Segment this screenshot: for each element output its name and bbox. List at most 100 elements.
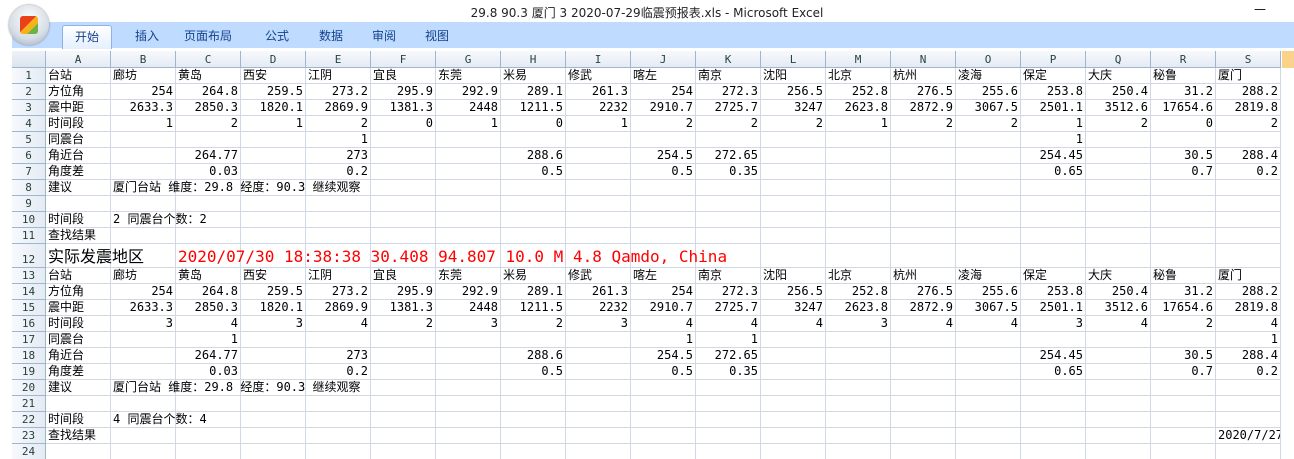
cell-E18[interactable]: 273 — [306, 348, 371, 364]
cell-N11[interactable] — [891, 228, 956, 244]
cell-R1[interactable]: 秘鲁 — [1151, 68, 1216, 84]
cell-N24[interactable] — [891, 444, 956, 459]
cell-J10[interactable] — [631, 212, 696, 228]
cell-S1[interactable]: 厦门 — [1216, 68, 1281, 84]
cell-K16[interactable]: 4 — [696, 316, 761, 332]
cell-D23[interactable] — [241, 428, 306, 444]
cell-K8[interactable] — [696, 180, 761, 196]
cell-J1[interactable]: 喀左 — [631, 68, 696, 84]
cell-F5[interactable] — [371, 132, 436, 148]
cell-A2[interactable]: 方位角 — [46, 84, 111, 100]
cell-O13[interactable]: 凌海 — [956, 268, 1021, 284]
cell-H23[interactable] — [501, 428, 566, 444]
row-header-16[interactable]: 16 — [12, 316, 46, 332]
cell-I24[interactable] — [566, 444, 631, 459]
cell-N3[interactable]: 2872.9 — [891, 100, 956, 116]
cell-G24[interactable] — [436, 444, 501, 459]
cell-R13[interactable]: 秘鲁 — [1151, 268, 1216, 284]
cell-F16[interactable]: 2 — [371, 316, 436, 332]
cell-K4[interactable]: 2 — [696, 116, 761, 132]
cell-P22[interactable] — [1021, 412, 1086, 428]
cell-L2[interactable]: 256.5 — [761, 84, 826, 100]
cell-C21[interactable] — [176, 396, 241, 412]
cell-O11[interactable] — [956, 228, 1021, 244]
cell-B5[interactable] — [111, 132, 176, 148]
cell-P12[interactable] — [1021, 244, 1086, 268]
cell-L6[interactable] — [761, 148, 826, 164]
cell-G7[interactable] — [436, 164, 501, 180]
cell-B15[interactable]: 2633.3 — [111, 300, 176, 316]
cell-C4[interactable]: 2 — [176, 116, 241, 132]
cell-K15[interactable]: 2725.7 — [696, 300, 761, 316]
tab-2[interactable]: 页面布局 — [184, 29, 233, 43]
cell-P21[interactable] — [1021, 396, 1086, 412]
tab-5[interactable]: 审阅 — [372, 29, 397, 43]
cell-P2[interactable]: 253.8 — [1021, 84, 1086, 100]
cell-P6[interactable]: 254.45 — [1021, 148, 1086, 164]
cell-O5[interactable] — [956, 132, 1021, 148]
cell-K10[interactable] — [696, 212, 761, 228]
cell-N12[interactable] — [891, 244, 956, 268]
cell-S16[interactable]: 4 — [1216, 316, 1281, 332]
cell-P24[interactable] — [1021, 444, 1086, 459]
cell-B19[interactable] — [111, 364, 176, 380]
cell-N17[interactable] — [891, 332, 956, 348]
cell-E19[interactable]: 0.2 — [306, 364, 371, 380]
cell-G6[interactable] — [436, 148, 501, 164]
cell-J14[interactable]: 254 — [631, 284, 696, 300]
cell-O7[interactable] — [956, 164, 1021, 180]
cell-B12[interactable] — [111, 244, 176, 268]
cell-N15[interactable]: 2872.9 — [891, 300, 956, 316]
cell-J17[interactable]: 1 — [631, 332, 696, 348]
cell-K2[interactable]: 272.3 — [696, 84, 761, 100]
cell-I13[interactable]: 修武 — [566, 268, 631, 284]
row-header-6[interactable]: 6 — [12, 148, 46, 164]
row-header-3[interactable]: 3 — [12, 100, 46, 116]
cell-B13[interactable]: 廊坊 — [111, 268, 176, 284]
cell-M13[interactable]: 北京 — [826, 268, 891, 284]
cell-G10[interactable] — [436, 212, 501, 228]
cell-E10[interactable] — [306, 212, 371, 228]
cell-K6[interactable]: 272.65 — [696, 148, 761, 164]
tab-4[interactable]: 数据 — [319, 29, 344, 43]
column-header-H[interactable]: H — [501, 51, 566, 68]
cell-P15[interactable]: 2501.1 — [1021, 300, 1086, 316]
cell-F22[interactable] — [371, 412, 436, 428]
cell-I8[interactable] — [566, 180, 631, 196]
cell-I15[interactable]: 2232 — [566, 300, 631, 316]
cell-C1[interactable]: 黄岛 — [176, 68, 241, 84]
cell-R7[interactable]: 0.7 — [1151, 164, 1216, 180]
cell-A16[interactable]: 时间段 — [46, 316, 111, 332]
tab-3[interactable]: 公式 — [265, 29, 290, 43]
cell-N8[interactable] — [891, 180, 956, 196]
cell-M5[interactable] — [826, 132, 891, 148]
cell-F10[interactable] — [371, 212, 436, 228]
cell-Q18[interactable] — [1086, 348, 1151, 364]
cell-D12[interactable] — [241, 244, 306, 268]
cell-K13[interactable]: 南京 — [696, 268, 761, 284]
cell-Q7[interactable] — [1086, 164, 1151, 180]
tab-0[interactable]: 开始 — [62, 25, 113, 49]
cell-E9[interactable] — [306, 196, 371, 212]
cell-N22[interactable] — [891, 412, 956, 428]
cell-I4[interactable]: 1 — [566, 116, 631, 132]
cell-C16[interactable]: 4 — [176, 316, 241, 332]
cell-S10[interactable] — [1216, 212, 1281, 228]
cell-P1[interactable]: 保定 — [1021, 68, 1086, 84]
cell-O4[interactable]: 2 — [956, 116, 1021, 132]
cell-P19[interactable]: 0.65 — [1021, 364, 1086, 380]
cell-R8[interactable] — [1151, 180, 1216, 196]
cell-H1[interactable]: 米易 — [501, 68, 566, 84]
cell-S21[interactable] — [1216, 396, 1281, 412]
cell-M9[interactable] — [826, 196, 891, 212]
cell-H24[interactable] — [501, 444, 566, 459]
cell-D10[interactable] — [241, 212, 306, 228]
cell-N5[interactable] — [891, 132, 956, 148]
cell-Q20[interactable] — [1086, 380, 1151, 396]
cell-J16[interactable]: 4 — [631, 316, 696, 332]
cell-M17[interactable] — [826, 332, 891, 348]
cell-C24[interactable] — [176, 444, 241, 459]
cell-C7[interactable]: 0.03 — [176, 164, 241, 180]
cell-S9[interactable] — [1216, 196, 1281, 212]
cell-R19[interactable]: 0.7 — [1151, 364, 1216, 380]
